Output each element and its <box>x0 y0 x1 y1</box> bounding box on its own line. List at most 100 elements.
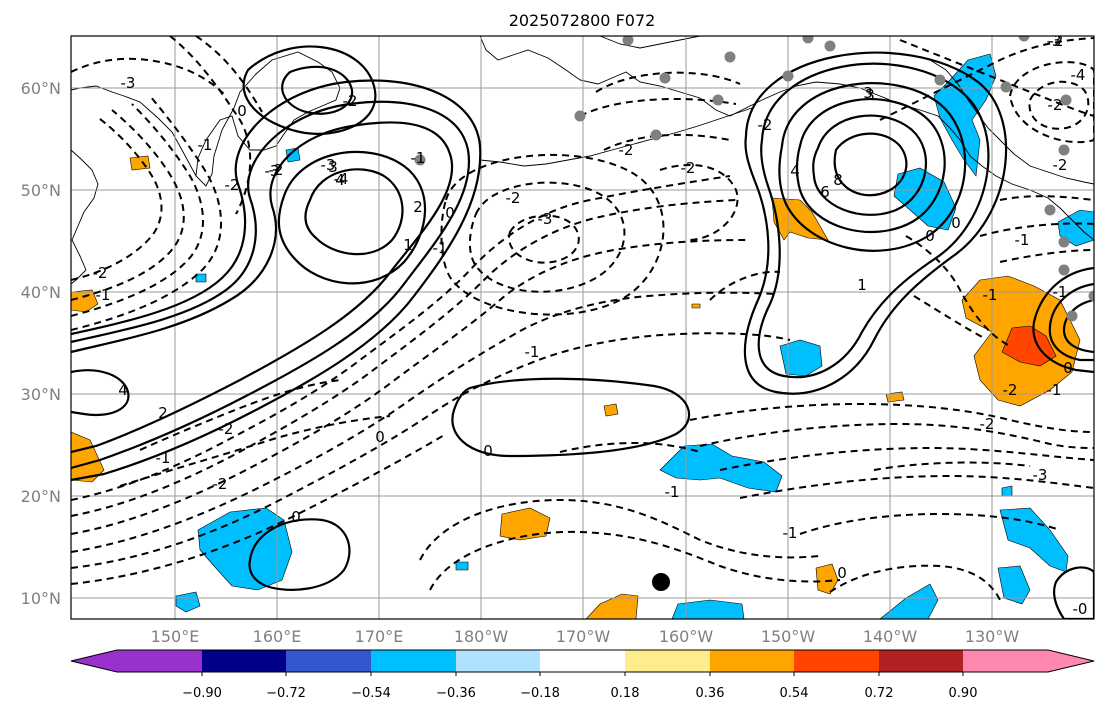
colorbar-tick-label: −0.36 <box>436 686 476 701</box>
lat-label: 40°N <box>21 283 61 302</box>
contour-label: -3 <box>1047 32 1062 50</box>
contour-neg-alaska-3 <box>603 133 731 151</box>
contour-label: 0 <box>291 508 301 526</box>
contour-neg-east-4 <box>899 39 1094 117</box>
lon-label: 140°W <box>863 627 918 646</box>
contour-pos-sw-zero <box>248 518 351 591</box>
lat-label: 30°N <box>21 385 61 404</box>
contour-label: 6 <box>820 183 830 201</box>
contour-label: -4 <box>334 170 349 188</box>
positive-contours <box>71 45 1094 619</box>
contour-neg-low-center <box>508 214 580 264</box>
contour-label: 0 <box>483 442 493 460</box>
colorbar-bin <box>879 650 963 672</box>
contour-pos-north-center-2 <box>277 150 427 285</box>
contour-label: -2 <box>506 189 521 207</box>
lat-label: 50°N <box>21 181 61 200</box>
station-dots <box>414 36 1094 322</box>
contour-label: -3 <box>538 210 553 228</box>
station-dot <box>724 51 736 63</box>
contour-neg-ne-low-2 <box>1008 61 1094 144</box>
contour-pos-kamchatka-high <box>281 65 354 115</box>
contour-labels: -1-2-3-1-2-3-4-2-30-1-2 34210-1-2-3-2-10-… <box>93 32 1088 618</box>
contour-neg-north-1 <box>169 36 252 215</box>
colorbar-tick-label: −0.54 <box>351 686 391 701</box>
contour-neg-gulf-2 <box>709 270 781 301</box>
contour-neg-west-4 <box>71 115 163 281</box>
contour-pos-ca-high-3 <box>1062 298 1094 354</box>
contour-label: -2 <box>1053 156 1068 174</box>
station-dot <box>1044 204 1056 216</box>
blue-patch-mid-pacific <box>779 339 823 377</box>
colorbar-tick-label: 0.36 <box>696 686 725 701</box>
blue-patch-baja <box>997 565 1031 605</box>
contour-label: -3 <box>321 156 336 174</box>
contour-neg-west-2 <box>71 103 204 317</box>
lon-label: 150°W <box>761 627 816 646</box>
contour-neg-ne-low <box>1028 80 1090 130</box>
coast-aleutians <box>479 107 753 167</box>
colorbar-bin <box>963 650 1048 672</box>
station-dot <box>1058 264 1070 276</box>
contour-neg-trop-3 <box>799 512 1061 535</box>
longitude-labels: 150°E 160°E 170°E 180°W 170°W 160°W 150°W 140°W… <box>151 627 1020 646</box>
station-dot <box>712 94 724 106</box>
contour-neg-subtrop-2 <box>699 422 1094 449</box>
colorbar-bin <box>710 650 794 672</box>
contour-label: -1 <box>156 449 171 467</box>
contour-neg-east-1 <box>905 235 1011 347</box>
contour-pos-ca-high-2 <box>1048 282 1094 362</box>
lon-label: 130°W <box>965 627 1020 646</box>
orange-patch-small-5 <box>691 303 701 309</box>
blue-patch-small-3 <box>455 561 469 571</box>
contour-neg-subtrop-4 <box>739 474 1094 499</box>
coast-alaska-north <box>599 36 701 49</box>
colorbar-bin <box>540 650 625 672</box>
blue-patch-south-east <box>879 583 939 619</box>
negative-contours <box>71 36 1094 601</box>
contour-pos-north-center <box>304 168 404 256</box>
station-dot <box>1088 290 1094 302</box>
lat-label: 20°N <box>21 487 61 506</box>
station-dot <box>574 110 586 122</box>
contour-label: 0 <box>375 428 385 446</box>
contour-neg-ca-3 <box>999 249 1094 263</box>
coast-bc <box>929 59 1094 185</box>
lon-label: 170°W <box>556 627 611 646</box>
contour-neg-trop-6 <box>139 379 341 451</box>
contour-label: -2 <box>269 161 284 179</box>
contour-label: 3 <box>865 86 875 104</box>
contour-label: -2 <box>93 264 108 282</box>
contour-label: -3 <box>1033 466 1048 484</box>
latitude-labels: 60°N 50°N 40°N 30°N 20°N 10°N <box>21 79 61 608</box>
contour-label: 0 <box>951 214 961 232</box>
contour-label: -2 <box>1049 32 1064 50</box>
contour-label: 0 <box>1063 359 1073 377</box>
contour-pos-alaska-low-4 <box>778 82 967 252</box>
contour-label: -1 <box>411 149 426 167</box>
contour-neg-west-5 <box>71 57 227 97</box>
colorbar-tick-label: −0.18 <box>520 686 560 701</box>
contour-neg-north-2 <box>195 36 263 113</box>
contour-label: -1 <box>1047 381 1062 399</box>
lon-label: 170°E <box>355 627 404 646</box>
contour-label: -2 <box>219 420 234 438</box>
station-dot <box>1000 81 1012 93</box>
colorbar-extend-high <box>1048 650 1094 672</box>
colorbar-tick-label: 0.18 <box>611 686 640 701</box>
coast-kamchatka <box>71 51 341 187</box>
blue-patch-small-4 <box>1001 485 1013 497</box>
contour-label: -2 <box>758 116 773 134</box>
colorbar-extend-low <box>71 650 117 672</box>
contour-neg-low-center-3 <box>440 154 665 316</box>
colorbar-bin <box>202 650 286 672</box>
orange-patch-small-1 <box>129 155 151 171</box>
colorbar-bin <box>371 650 456 672</box>
contour-neg-east-2 <box>913 295 985 339</box>
contour-label: -3 <box>265 162 280 180</box>
contour-label: -1 <box>525 343 540 361</box>
contour-label: -1 <box>665 483 680 501</box>
contour-label: 1 <box>857 276 867 294</box>
contour-neg-trop-7 <box>119 415 391 487</box>
